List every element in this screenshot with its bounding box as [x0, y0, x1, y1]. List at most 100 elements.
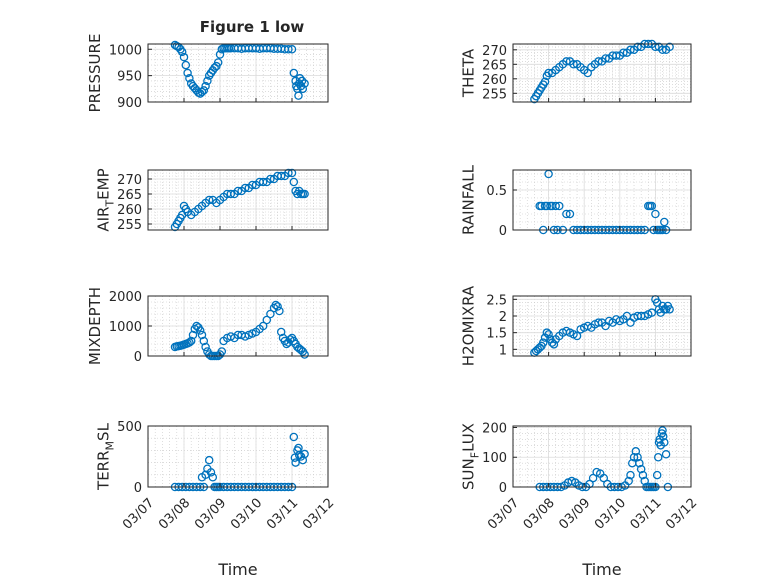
data-point [201, 342, 210, 352]
data-point [276, 327, 286, 337]
data-point [266, 309, 275, 319]
y-tick-label: 0 [499, 224, 507, 239]
axes-box [512, 169, 692, 231]
data-point [188, 330, 198, 340]
y-tick-label: 0 [134, 350, 142, 365]
x-tick-label: 03/07 [485, 496, 522, 533]
y-tick-label: 100 [482, 451, 507, 466]
y-axis-label-part: TERR [95, 450, 113, 491]
data-point [291, 458, 300, 467]
data-point [276, 171, 286, 181]
data-point [635, 458, 644, 468]
data-point [565, 209, 575, 219]
y-tick-label: 270 [117, 173, 142, 188]
data-point [195, 326, 205, 335]
data-point [588, 473, 598, 483]
y-axis-label-part: LUX [460, 423, 478, 452]
data-point [271, 300, 281, 310]
y-tick-label: 2000 [109, 290, 142, 305]
data-point [658, 432, 668, 441]
data-point [611, 51, 621, 60]
data-point [542, 328, 552, 337]
data-point [651, 42, 660, 52]
y-tick-label: 265 [117, 188, 142, 203]
data-point [226, 189, 236, 199]
data-point [199, 86, 209, 95]
data-point [585, 479, 594, 489]
y-axis-label: THETA [460, 48, 478, 98]
data-point [186, 336, 196, 346]
x-axis-label: Time [581, 560, 621, 579]
y-tick-label: 1.5 [486, 327, 507, 342]
data-point [633, 42, 642, 52]
data-point [544, 68, 553, 78]
y-axis-label: H2OMIXRA [460, 285, 478, 366]
data-point [262, 315, 272, 325]
data-point [640, 476, 649, 486]
y-tick-label: 270 [482, 44, 507, 59]
x-tick-label: 03/07 [120, 496, 157, 533]
data-point [266, 174, 275, 184]
data-point [287, 168, 297, 178]
y-axis-label: SUNFLUX [460, 423, 482, 490]
data-point [248, 180, 257, 190]
axes-box [512, 425, 692, 488]
data-point [542, 201, 552, 211]
data-point [204, 195, 214, 205]
y-axis-label-part: AIR [95, 207, 113, 232]
y-tick-label: 260 [117, 203, 142, 218]
data-point [551, 201, 560, 211]
data-point [201, 81, 210, 91]
data-point [300, 189, 309, 199]
y-tick-label: 260 [482, 73, 507, 88]
data-point [631, 447, 641, 456]
x-tick-label: 03/09 [556, 496, 593, 533]
data-point [183, 68, 192, 78]
data-point [295, 74, 305, 83]
data-point [258, 177, 268, 187]
data-point [619, 48, 628, 57]
data-point [665, 42, 674, 52]
data-point [289, 177, 299, 187]
x-tick-label: 03/12 [663, 496, 700, 533]
data-point [294, 91, 303, 100]
data-point [555, 201, 564, 211]
data-point [275, 306, 284, 316]
subplot-6: 11.5 2 2.5 H2OMIXRA [460, 285, 692, 366]
data-point [658, 45, 667, 55]
data-point [213, 58, 223, 67]
y-tick-label: 255 [482, 87, 507, 102]
y-tick-label: 200 [482, 421, 507, 436]
y-tick-label: 0.5 [486, 184, 507, 199]
data-point [300, 79, 309, 88]
data-point [624, 476, 633, 486]
x-tick-label: 03/11 [628, 496, 665, 533]
data-point [199, 336, 209, 346]
data-point [185, 338, 194, 347]
axes-box [512, 295, 692, 357]
data-point [206, 468, 216, 477]
y-tick-label: 1 [499, 343, 507, 358]
subplot-5: 0 1000 2000 MIXDEPTH [86, 287, 329, 365]
y-tick-label: 950 [117, 70, 142, 85]
data-point [665, 305, 674, 314]
y-axis-label-subscript: M [104, 441, 117, 451]
data-point [544, 330, 553, 339]
data-point [298, 84, 308, 94]
data-point [652, 470, 662, 480]
x-tick-label: 03/08 [521, 496, 558, 533]
data-point [651, 209, 660, 219]
y-tick-label: 1000 [109, 320, 142, 335]
data-point [562, 57, 571, 66]
y-axis-label-subscript: T [104, 200, 117, 208]
y-tick-label: 1000 [109, 43, 142, 58]
data-point [661, 450, 671, 459]
x-tick-label: 03/12 [300, 496, 337, 533]
data-point [594, 318, 603, 327]
axes-box [147, 169, 329, 231]
y-tick-label: 0 [134, 481, 142, 496]
y-axis-label: AIRTEMP [95, 168, 117, 231]
data-point [289, 432, 299, 442]
